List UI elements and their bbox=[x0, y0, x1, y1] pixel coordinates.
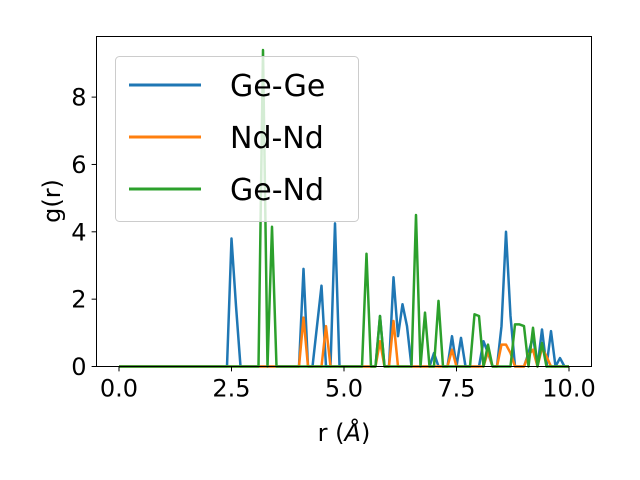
legend-label-ge-ge: Ge-Ge bbox=[230, 69, 325, 104]
y-tick-label: 6 bbox=[71, 151, 86, 179]
legend-box bbox=[115, 56, 359, 222]
x-tick-label: 10.0 bbox=[542, 375, 595, 403]
x-tick-label: 7.5 bbox=[437, 375, 475, 403]
y-axis: 0 2 4 6 8 bbox=[71, 84, 97, 381]
x-tick-label: 2.5 bbox=[212, 375, 250, 403]
y-tick-label: 2 bbox=[71, 286, 86, 314]
y-axis-label: g(r) bbox=[38, 179, 66, 223]
x-tick-label: 0.0 bbox=[100, 375, 138, 403]
legend-entries: Ge-Ge Nd-Nd Ge-Nd bbox=[129, 69, 325, 208]
x-axis: 0.0 2.5 5.0 7.5 10.0 bbox=[100, 366, 596, 403]
y-tick-label: 0 bbox=[71, 353, 86, 381]
y-tick-label: 8 bbox=[71, 84, 86, 112]
legend: Ge-Ge Nd-Nd Ge-Nd bbox=[115, 56, 359, 222]
x-axis-label-unit: Å bbox=[343, 418, 361, 447]
x-axis-label: r (Å) bbox=[318, 418, 371, 447]
legend-label-ge-nd: Ge-Nd bbox=[230, 173, 324, 208]
legend-label-nd-nd: Nd-Nd bbox=[230, 121, 324, 156]
x-tick-label: 5.0 bbox=[325, 375, 363, 403]
y-tick-label: 4 bbox=[71, 218, 86, 246]
